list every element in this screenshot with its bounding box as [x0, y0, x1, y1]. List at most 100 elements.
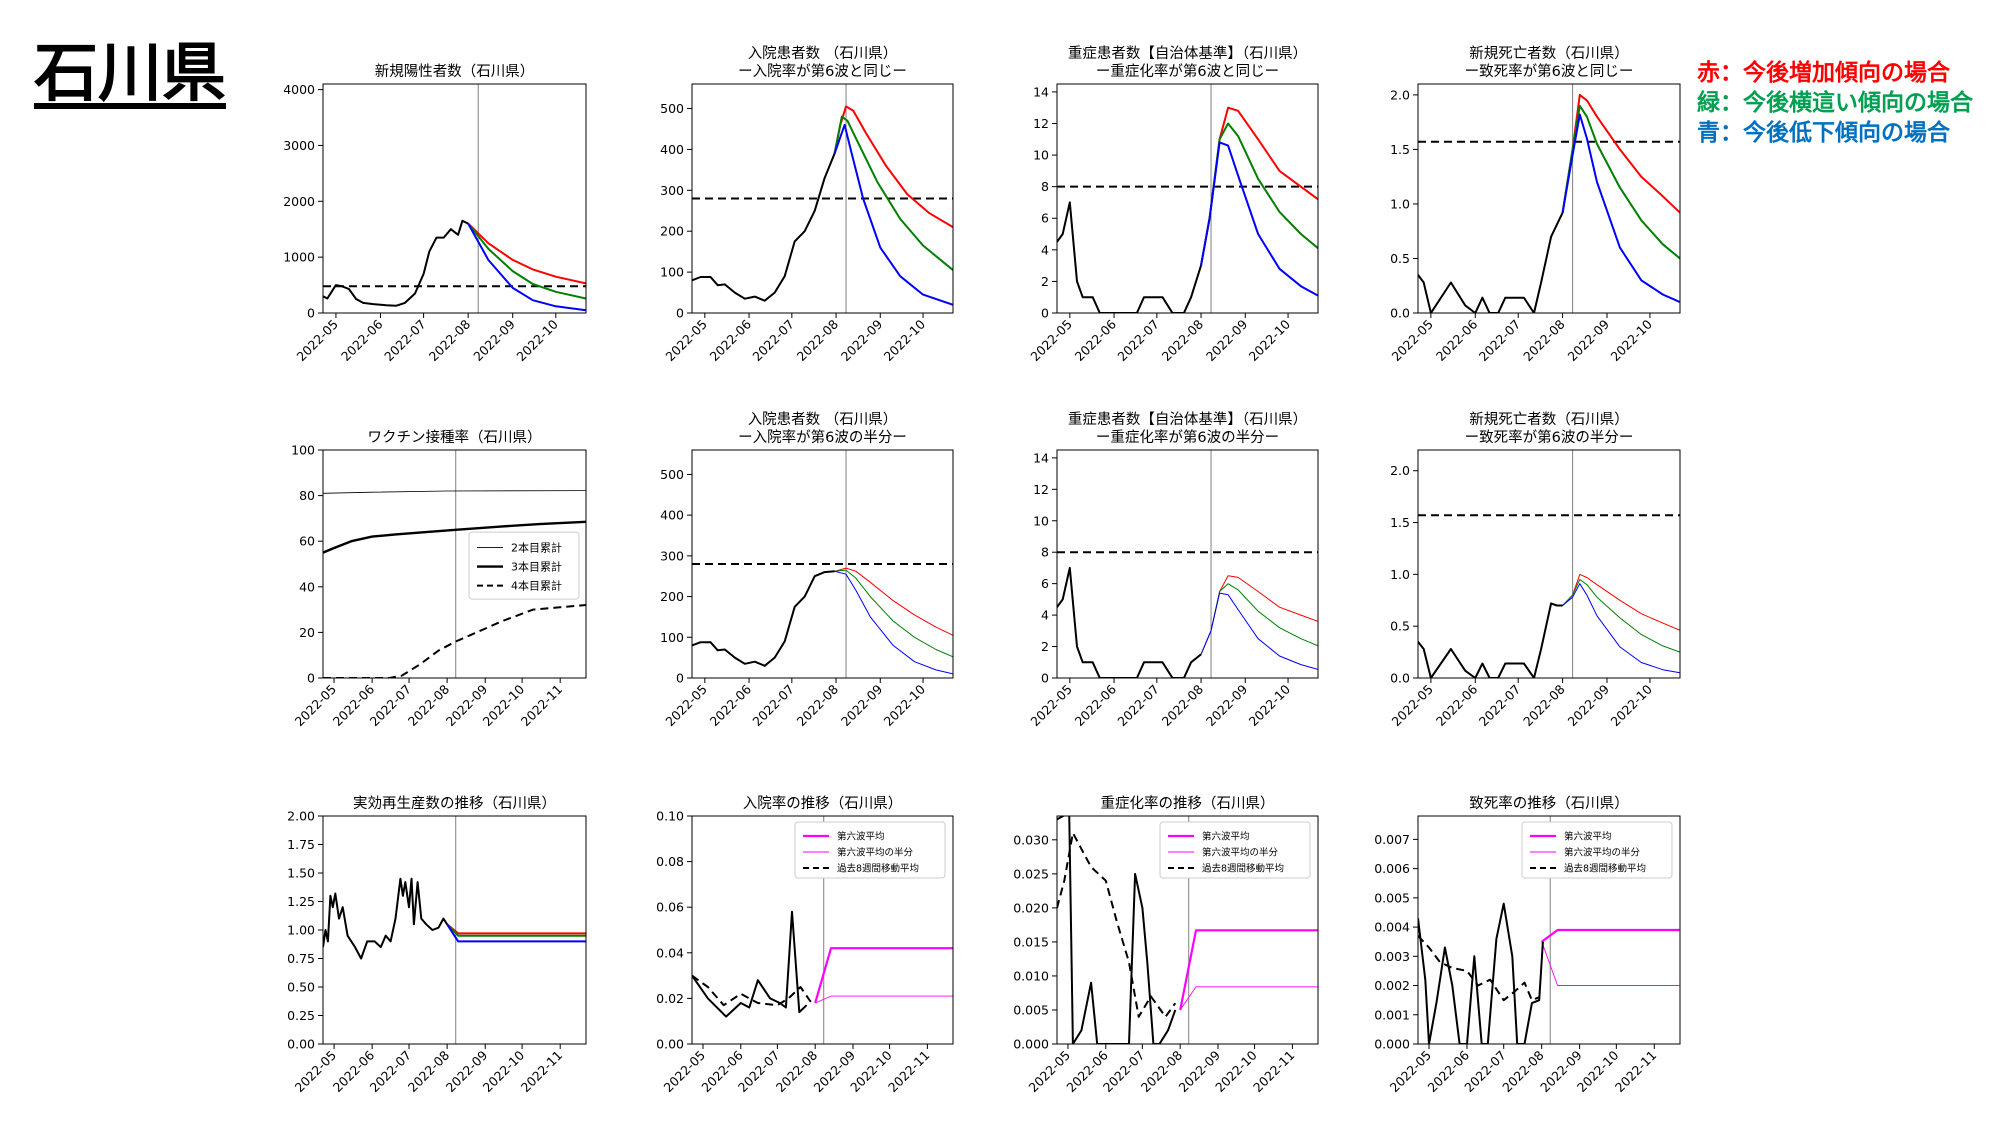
y-tick-label: 0.00: [656, 1037, 684, 1052]
x-tick-label: 2022-08: [1159, 316, 1207, 364]
chart-title: 新規死亡者数（石川県）: [1469, 45, 1629, 62]
x-tick-label: 2022-08: [794, 316, 842, 364]
y-tick-label: 10: [1033, 148, 1049, 163]
x-tick-label: 2022-10: [881, 316, 929, 364]
y-tick-label: 8: [1041, 545, 1049, 560]
chart-panel-5: ワクチン接種率（石川県）0204060801002022-052022-0620…: [291, 429, 587, 730]
y-tick-label: 8: [1041, 179, 1049, 194]
series-increase: [1562, 573, 1680, 631]
x-tick-label: 2022-10: [1608, 681, 1656, 729]
y-tick-label: 4: [1041, 608, 1049, 623]
scenario-legend-blue: 青：今後低下傾向の場合: [1697, 120, 1950, 146]
plot-area: [692, 450, 953, 678]
legend-label: 過去8週間移動平均: [1564, 862, 1646, 874]
chart-title: 重症化率の推移（石川県）: [1101, 795, 1275, 812]
y-tick-label: 1.5: [1390, 515, 1410, 530]
series-actual: [692, 153, 836, 302]
plot-frame: [1417, 83, 1681, 314]
y-tick-label: 0.005: [1013, 1002, 1049, 1017]
plot-frame: [1417, 815, 1681, 1045]
y-tick-label: 2.0: [1390, 87, 1410, 102]
x-tick-label: 2022-08: [1520, 316, 1568, 364]
x-tick-label: 2022-11: [885, 1048, 933, 1096]
x-tick-label: 2022-08: [426, 316, 474, 364]
x-tick-label: 2022-10: [881, 681, 929, 729]
series-moving-average: [692, 974, 813, 1007]
series-decrease: [834, 570, 953, 675]
y-tick-label: 6: [1041, 576, 1049, 591]
series-wave6: [1541, 928, 1680, 943]
y-tick-label: 80: [299, 488, 315, 503]
legend-label: 第六波平均: [1202, 830, 1250, 842]
y-tick-label: 0.015: [1013, 934, 1049, 949]
y-tick-label: 1.5: [1390, 142, 1410, 157]
y-tick-label: 100: [660, 630, 684, 645]
chart-title: 入院患者数 （石川県）: [748, 45, 898, 62]
plot-area: [323, 816, 586, 1044]
y-tick-label: 500: [660, 101, 684, 116]
chart-subtitle: ー重症化率が第6波の半分ー: [1096, 428, 1279, 446]
y-tick-label: 0.000: [1013, 1037, 1049, 1052]
y-tick-label: 400: [660, 508, 684, 523]
y-tick-label: 10: [1033, 513, 1049, 528]
chart-title: 重症患者数【自治体基準】（石川県）: [1068, 411, 1307, 428]
series-actual: [323, 877, 448, 960]
plot-frame: [691, 83, 954, 314]
legend-label: 過去8週間移動平均: [837, 862, 919, 874]
y-tick-label: 60: [299, 534, 315, 549]
page-title: 石川県: [34, 37, 226, 111]
x-tick-label: 2022-11: [1250, 1048, 1298, 1096]
y-tick-label: 4: [1041, 242, 1049, 257]
x-tick-label: 2022-06: [338, 316, 386, 364]
legend-label: 過去8週間移動平均: [1202, 862, 1284, 874]
y-tick-label: 0: [1041, 306, 1049, 321]
x-tick-label: 2022-05: [1388, 682, 1436, 730]
x-tick-label: 2022-10: [1608, 316, 1656, 364]
plot-frame: [691, 449, 954, 679]
y-tick-label: 40: [299, 579, 315, 594]
x-tick-label: 2022-09: [1203, 316, 1251, 364]
x-tick-label: 2022-08: [1159, 681, 1207, 729]
plot-area: [1418, 84, 1680, 313]
series-actual: [1418, 902, 1544, 1044]
x-tick-label: 2022-06: [1433, 681, 1481, 729]
x-tick-label: 2022-06: [1433, 316, 1481, 364]
series-actual: [1418, 212, 1564, 313]
y-tick-label: 14: [1033, 84, 1049, 99]
y-tick-label: 400: [660, 142, 684, 157]
legend-box: [1521, 821, 1673, 879]
y-tick-label: 0.0: [1390, 306, 1410, 321]
scenario-legend-red: 赤：今後増加傾向の場合: [1697, 60, 1950, 86]
series-actual: [1057, 201, 1202, 313]
x-tick-label: 2022-05: [294, 317, 342, 365]
y-tick-label: 0: [676, 671, 684, 686]
chart-panel-11: 重症化率の推移（石川県） 0.000 0.005 0.010 0.015 0.020 0.0…: [1013, 795, 1319, 1096]
y-tick-label: 0.030: [1013, 832, 1049, 847]
x-tick-label: 2022-10: [513, 316, 561, 364]
x-tick-label: 2022-09: [1565, 681, 1613, 729]
x-tick-label: 2022-05: [662, 317, 710, 365]
y-tick-label: 200: [660, 589, 684, 604]
y-tick-label: 1.0: [1390, 567, 1410, 582]
y-tick-label: 200: [660, 224, 684, 239]
y-tick-label: 1.25: [287, 894, 315, 909]
plot-area: [1057, 450, 1318, 678]
y-tick-label: 300: [660, 183, 684, 198]
chart-panel-3: 重症患者数【自治体基準】（石川県）ー重症化率が第6波と同じー 0 2 4 6 8 10 12 1…: [1027, 45, 1319, 364]
chart-title: 実効再生産数の推移（石川県）: [353, 795, 556, 812]
series-wave6-half: [1541, 941, 1680, 986]
x-tick-label: 2022-11: [518, 682, 566, 730]
y-tick-label: 0.020: [1013, 900, 1049, 915]
x-tick-label: 2022-11: [518, 1048, 566, 1096]
y-tick-label: 0.25: [287, 1008, 315, 1023]
y-tick-label: 500: [660, 467, 684, 482]
series-decrease: [446, 923, 586, 943]
series-actual: [1418, 602, 1563, 678]
series-increase: [1200, 575, 1318, 655]
y-tick-label: 1.50: [287, 866, 315, 881]
chart-title: 新規陽性者数（石川県）: [375, 63, 535, 80]
